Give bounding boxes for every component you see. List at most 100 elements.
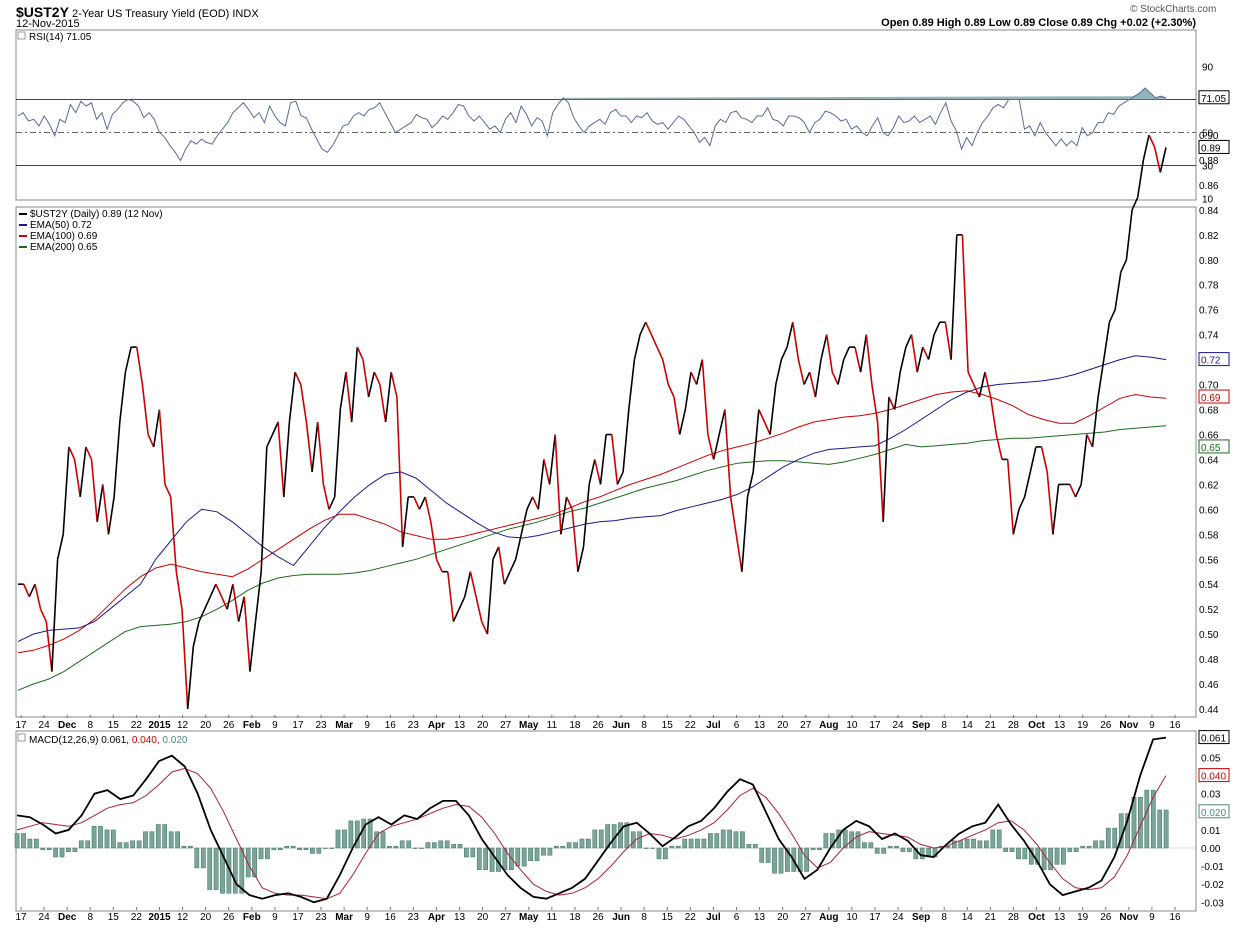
price-segment — [509, 558, 517, 573]
price-segment — [96, 484, 104, 522]
macd-tick-label: 0.03 — [1201, 790, 1221, 801]
macd-histogram-bar — [464, 847, 469, 858]
price-segment — [305, 421, 313, 472]
price-segment — [871, 384, 879, 423]
price-tick-label: 0.58 — [1199, 530, 1219, 541]
price-segment — [588, 459, 596, 485]
x-tick-label: 27 — [500, 720, 512, 731]
macd-histogram-bar — [1144, 789, 1150, 849]
macd-histogram-bar — [579, 838, 585, 849]
x-tick-label: May — [519, 912, 539, 923]
x-tick-label: 10 — [846, 912, 858, 923]
x-tick-label: 23 — [315, 720, 327, 731]
macd-histogram-bar — [695, 838, 700, 849]
price-segment — [1046, 471, 1054, 535]
price-segment — [300, 384, 308, 423]
price-tick-label: 0.60 — [1199, 505, 1219, 516]
price-segment — [271, 421, 279, 435]
macd-histogram-bar — [258, 847, 264, 860]
price-segment — [1052, 484, 1060, 535]
price-segment — [254, 571, 262, 622]
macd-histogram-bar — [1163, 809, 1169, 849]
macd-label: MACD(12,26,9) 0.061, 0.040, 0.020 — [29, 735, 188, 746]
macd-histogram-bar — [637, 831, 643, 849]
x-tick-label: Mar — [335, 720, 353, 731]
price-segment — [910, 334, 918, 373]
price-badge-1: 0.72 — [1201, 356, 1221, 367]
macd-histogram-bar — [457, 844, 463, 849]
x-tick-label: Dec — [58, 912, 77, 923]
x-tick-label: 27 — [500, 912, 512, 923]
macd-histogram-bar — [881, 847, 887, 854]
macd-histogram-bar — [1035, 847, 1041, 865]
macd-histogram-bar — [720, 829, 726, 849]
ema-line-3 — [17, 425, 1167, 691]
macd-histogram-bar — [759, 847, 765, 863]
x-tick-label: 16 — [1169, 912, 1181, 923]
macd-histogram-bar — [393, 845, 399, 849]
price-segment — [107, 496, 115, 535]
macd-histogram-bar — [489, 847, 495, 872]
macd-histogram-bar — [1093, 840, 1098, 849]
x-tick-label: Sep — [912, 912, 930, 923]
price-segment — [28, 583, 36, 598]
x-tick-label: Dec — [58, 720, 77, 731]
price-segment — [350, 347, 359, 423]
x-tick-label: 17 — [869, 912, 881, 923]
macd-tick-label: 0.01 — [1201, 826, 1221, 837]
price-segment — [401, 496, 409, 547]
macd-badge-1: 0.040 — [1201, 772, 1226, 783]
x-tick-label: 18 — [569, 912, 581, 923]
x-tick-label: 8 — [87, 720, 93, 731]
x-tick-label: Oct — [1028, 720, 1045, 731]
rsi-tick-label: 30 — [1202, 162, 1214, 173]
price-segment — [543, 459, 551, 485]
macd-histogram-bar — [810, 847, 816, 851]
x-tick-label: 19 — [1077, 912, 1089, 923]
price-segment — [1148, 134, 1156, 148]
price-segment — [79, 446, 87, 497]
macd-histogram-bar — [380, 831, 386, 849]
x-tick-label: 15 — [108, 912, 120, 923]
macd-histogram-bar — [656, 847, 662, 860]
price-segment — [1074, 484, 1082, 498]
macd-signal-line — [16, 767, 1167, 900]
price-segment — [379, 384, 387, 423]
price-segment — [792, 322, 800, 360]
price-segment — [237, 596, 245, 622]
x-tick-label: 26 — [592, 912, 604, 923]
x-tick-label: 8 — [641, 912, 647, 923]
x-tick-label: Apr — [428, 912, 445, 923]
price-segment — [916, 346, 924, 373]
macd-histogram-bar — [111, 829, 116, 849]
rsi-panel-frame — [15, 29, 1197, 201]
macd-histogram-bar — [271, 847, 277, 851]
macd-histogram-bar — [1022, 847, 1028, 860]
price-segment — [1018, 496, 1026, 510]
price-segment — [650, 334, 658, 348]
x-tick-label: 19 — [1077, 720, 1089, 731]
macd-histogram-bar — [971, 838, 976, 849]
price-segment — [1142, 134, 1150, 161]
price-segment — [322, 484, 330, 510]
x-tick-label: 28 — [1008, 720, 1020, 731]
macd-histogram-bar — [984, 840, 989, 849]
price-tick-label: 0.90 — [1199, 131, 1219, 142]
x-tick-label: Oct — [1028, 912, 1045, 923]
price-segment — [328, 496, 336, 510]
price-segment — [384, 372, 392, 423]
x-tick-label: 17 — [869, 720, 881, 731]
price-segment — [339, 371, 347, 410]
x-tick-label: 8 — [941, 720, 947, 731]
macd-histogram-bar — [207, 847, 213, 890]
x-tick-label: 14 — [962, 912, 974, 923]
price-segment — [803, 371, 811, 385]
macd-histogram-bar — [399, 840, 405, 849]
legend-label: EMA(100) 0.69 — [30, 231, 98, 242]
x-tick-label: 15 — [662, 720, 674, 731]
legend-label: EMA(50) 0.72 — [30, 220, 92, 231]
x-tick-label: 20 — [200, 720, 212, 731]
macd-histogram-bar — [765, 847, 771, 863]
x-tick-label: 26 — [223, 912, 235, 923]
